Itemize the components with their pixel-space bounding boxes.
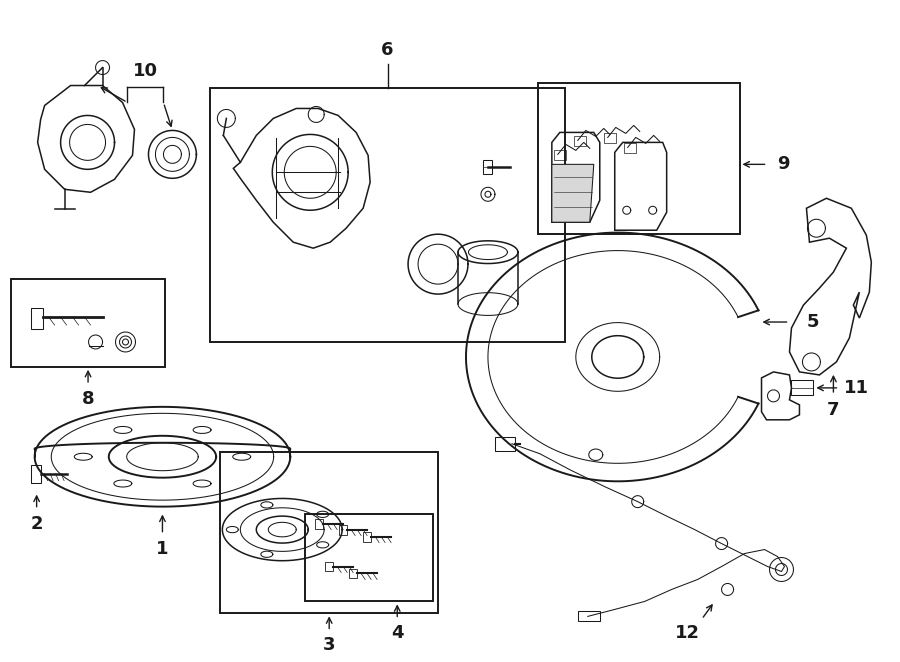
Text: 7: 7	[827, 401, 840, 419]
Text: 9: 9	[778, 156, 789, 173]
Text: 4: 4	[391, 624, 403, 642]
Bar	[211, 87, 565, 342]
Bar	[349, 569, 357, 579]
Text: 6: 6	[382, 40, 394, 59]
Polygon shape	[552, 164, 594, 222]
Text: 8: 8	[82, 390, 94, 408]
Text: 10: 10	[133, 62, 158, 79]
Bar	[220, 451, 438, 614]
Text: 12: 12	[675, 624, 700, 642]
Bar	[495, 437, 515, 451]
Text: 2: 2	[31, 514, 43, 533]
Bar	[538, 83, 740, 234]
Bar	[578, 612, 599, 622]
Text: 3: 3	[323, 636, 336, 654]
Bar	[31, 465, 40, 483]
Bar	[363, 532, 371, 542]
Bar	[791, 380, 814, 395]
Text: 1: 1	[157, 540, 168, 557]
Bar	[554, 150, 566, 160]
Bar	[339, 524, 347, 535]
Text: 5: 5	[806, 313, 819, 331]
Bar	[574, 136, 586, 146]
Bar	[305, 514, 433, 602]
Bar	[315, 518, 323, 528]
Bar	[11, 279, 166, 367]
Text: 11: 11	[844, 379, 868, 397]
Bar	[624, 144, 635, 154]
Bar	[483, 160, 492, 174]
Bar	[604, 134, 616, 144]
Bar	[325, 561, 333, 571]
